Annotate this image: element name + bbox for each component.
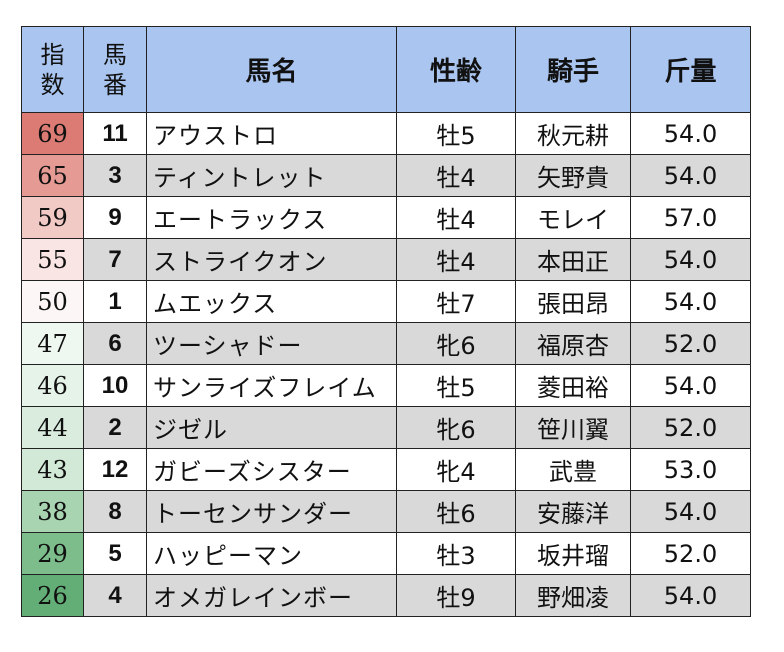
weight-cell: 54.0	[630, 238, 751, 281]
header-sex-age: 性齢	[396, 26, 516, 113]
table-row: 29 5 ハッピーマン 牡3 坂井瑠 52.0	[21, 532, 751, 575]
header-number: 馬 番	[83, 26, 147, 113]
weight-cell: 53.0	[630, 448, 751, 491]
jockey-cell: 安藤洋	[515, 490, 631, 533]
index-cell: 44	[21, 406, 84, 449]
weight-cell: 52.0	[630, 322, 751, 365]
horse-name-cell: ジゼル	[146, 406, 397, 449]
table-row: 47 6 ツーシャドー 牝6 福原杏 52.0	[21, 322, 751, 365]
table-row: 55 7 ストライクオン 牡4 本田正 54.0	[21, 238, 751, 281]
header-index-line2: 数	[40, 70, 65, 99]
index-cell: 59	[21, 196, 84, 239]
number-cell: 5	[83, 532, 147, 575]
header-row: 指 数 馬 番 馬名 性齢 騎手 斤量	[21, 26, 751, 113]
sex-age-cell: 牡4	[396, 154, 516, 197]
horse-name-cell: エートラックス	[146, 196, 397, 239]
index-cell: 50	[21, 280, 84, 323]
table-row: 59 9 エートラックス 牡4 モレイ 57.0	[21, 196, 751, 239]
weight-cell: 54.0	[630, 574, 751, 617]
header-horse-name: 馬名	[146, 26, 397, 113]
index-cell: 55	[21, 238, 84, 281]
sex-age-cell: 牡5	[396, 364, 516, 407]
jockey-cell: 張田昂	[515, 280, 631, 323]
number-cell: 4	[83, 574, 147, 617]
index-cell: 29	[21, 532, 84, 575]
sex-age-cell: 牡4	[396, 238, 516, 281]
sex-age-cell: 牡7	[396, 280, 516, 323]
number-cell: 6	[83, 322, 147, 365]
jockey-cell: 福原杏	[515, 322, 631, 365]
number-cell: 12	[83, 448, 147, 491]
horse-name-cell: ガビーズシスター	[146, 448, 397, 491]
sex-age-cell: 牝6	[396, 406, 516, 449]
table-body: 69 11 アウストロ 牡5 秋元耕 54.0 65 3 ティントレット 牡4 矢野貴 54.0 59 9…	[21, 112, 751, 617]
weight-cell: 54.0	[630, 154, 751, 197]
table-row: 69 11 アウストロ 牡5 秋元耕 54.0	[21, 112, 751, 155]
number-cell: 2	[83, 406, 147, 449]
horse-name-cell: アウストロ	[146, 112, 397, 155]
table-row: 38 8 トーセンサンダー 牡6 安藤洋 54.0	[21, 490, 751, 533]
sex-age-cell: 牡3	[396, 532, 516, 575]
jockey-cell: 矢野貴	[515, 154, 631, 197]
weight-cell: 52.0	[630, 406, 751, 449]
header-weight: 斤量	[630, 26, 751, 113]
table-row: 65 3 ティントレット 牡4 矢野貴 54.0	[21, 154, 751, 197]
index-cell: 47	[21, 322, 84, 365]
weight-cell: 52.0	[630, 532, 751, 575]
number-cell: 7	[83, 238, 147, 281]
weight-cell: 54.0	[630, 112, 751, 155]
number-cell: 8	[83, 490, 147, 533]
weight-cell: 57.0	[630, 196, 751, 239]
sex-age-cell: 牡6	[396, 490, 516, 533]
weight-cell: 54.0	[630, 364, 751, 407]
sex-age-cell: 牝6	[396, 322, 516, 365]
index-cell: 38	[21, 490, 84, 533]
horse-name-cell: サンライズフレイム	[146, 364, 397, 407]
table-row: 44 2 ジゼル 牝6 笹川翼 52.0	[21, 406, 751, 449]
race-entry-table: 指 数 馬 番 馬名 性齢 騎手 斤量 69 11 アウストロ 牡5 秋元耕 54.0 65…	[21, 26, 751, 617]
number-cell: 9	[83, 196, 147, 239]
index-cell: 69	[21, 112, 84, 155]
jockey-cell: 野畑凌	[515, 574, 631, 617]
table-row: 50 1 ムエックス 牡7 張田昂 54.0	[21, 280, 751, 323]
jockey-cell: 武豊	[515, 448, 631, 491]
number-cell: 11	[83, 112, 147, 155]
horse-name-cell: オメガレインボー	[146, 574, 397, 617]
header-index: 指 数	[21, 26, 84, 113]
header-index-line1: 指	[40, 40, 65, 69]
header-number-line1: 馬	[103, 40, 127, 69]
index-cell: 43	[21, 448, 84, 491]
jockey-cell: 坂井瑠	[515, 532, 631, 575]
weight-cell: 54.0	[630, 490, 751, 533]
jockey-cell: 笹川翼	[515, 406, 631, 449]
number-cell: 3	[83, 154, 147, 197]
jockey-cell: モレイ	[515, 196, 631, 239]
header-number-line2: 番	[103, 70, 127, 99]
horse-name-cell: ティントレット	[146, 154, 397, 197]
index-cell: 26	[21, 574, 84, 617]
horse-name-cell: ストライクオン	[146, 238, 397, 281]
table-row: 46 10 サンライズフレイム 牡5 菱田裕 54.0	[21, 364, 751, 407]
index-cell: 46	[21, 364, 84, 407]
index-cell: 65	[21, 154, 84, 197]
horse-name-cell: ハッピーマン	[146, 532, 397, 575]
table-row: 43 12 ガビーズシスター 牝4 武豊 53.0	[21, 448, 751, 491]
table-row: 26 4 オメガレインボー 牡9 野畑凌 54.0	[21, 574, 751, 617]
sex-age-cell: 牡4	[396, 196, 516, 239]
number-cell: 1	[83, 280, 147, 323]
header-jockey: 騎手	[515, 26, 631, 113]
number-cell: 10	[83, 364, 147, 407]
jockey-cell: 秋元耕	[515, 112, 631, 155]
jockey-cell: 菱田裕	[515, 364, 631, 407]
horse-name-cell: ムエックス	[146, 280, 397, 323]
sex-age-cell: 牡5	[396, 112, 516, 155]
weight-cell: 54.0	[630, 280, 751, 323]
horse-name-cell: ツーシャドー	[146, 322, 397, 365]
jockey-cell: 本田正	[515, 238, 631, 281]
sex-age-cell: 牝4	[396, 448, 516, 491]
horse-name-cell: トーセンサンダー	[146, 490, 397, 533]
sex-age-cell: 牡9	[396, 574, 516, 617]
